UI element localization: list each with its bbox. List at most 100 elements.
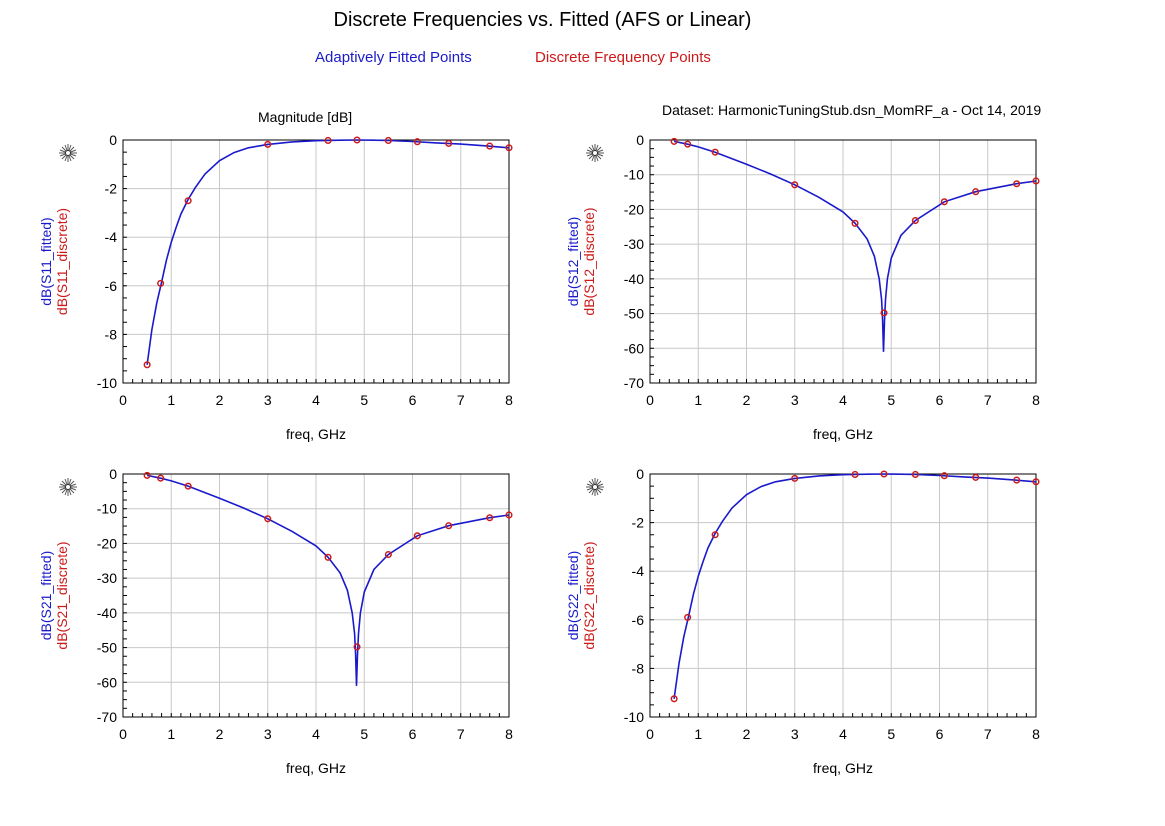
discrete-point-marker xyxy=(486,514,494,522)
y-tick-label: -2 xyxy=(632,515,645,531)
x-tick-label: 3 xyxy=(264,726,272,742)
x-tick-label: 2 xyxy=(743,392,751,408)
discrete-point-marker xyxy=(670,695,678,703)
discrete-point-marker xyxy=(184,197,192,205)
y-tick-label: 0 xyxy=(636,132,644,148)
y-tick-label: -10 xyxy=(624,709,644,725)
x-tick-label: 7 xyxy=(457,726,465,742)
x-tick-label: 1 xyxy=(694,392,702,408)
discrete-point-marker xyxy=(384,136,392,145)
y-axis-label-fitted: dB(S12_fitted) xyxy=(565,217,581,307)
discrete-point-marker xyxy=(670,137,678,145)
x-tick-label: 2 xyxy=(743,726,751,742)
discrete-point-marker xyxy=(353,643,361,651)
y-tick-label: -40 xyxy=(624,271,644,287)
x-tick-label: 3 xyxy=(791,726,799,742)
discrete-point-marker xyxy=(445,139,453,147)
y-tick-label: -60 xyxy=(97,674,117,690)
discrete-point-marker xyxy=(157,279,165,287)
x-axis-label: freq, GHz xyxy=(813,760,873,776)
compass-star-icon[interactable] xyxy=(586,478,604,496)
discrete-point-marker xyxy=(157,474,165,482)
y-tick-label: -20 xyxy=(97,535,117,551)
chart-title: Discrete Frequencies vs. Fitted (AFS or … xyxy=(333,9,752,31)
x-tick-label: 8 xyxy=(505,392,513,408)
x-tick-label: 5 xyxy=(360,392,368,408)
y-axis-label-discrete: dB(S11_discrete) xyxy=(54,208,70,315)
y-tick-label: -10 xyxy=(624,167,644,183)
legend-discrete: Discrete Frequency Points xyxy=(535,49,711,66)
compass-star-icon[interactable] xyxy=(59,144,77,162)
y-tick-label: -8 xyxy=(632,660,645,676)
y-tick-label: -20 xyxy=(624,201,644,217)
x-tick-label: 0 xyxy=(646,392,654,408)
y-axis-label-discrete: dB(S22_discrete) xyxy=(581,541,597,649)
x-tick-label: 8 xyxy=(1032,726,1040,742)
y-axis-label-fitted: dB(S22_fitted) xyxy=(565,551,581,641)
dataset-label: Dataset: HarmonicTuningStub.dsn_MomRF_a … xyxy=(662,102,1042,118)
x-tick-label: 1 xyxy=(167,392,175,408)
discrete-point-marker xyxy=(684,613,692,621)
y-tick-label: -2 xyxy=(105,181,118,197)
y-tick-label: -70 xyxy=(97,709,117,725)
y-tick-label: -60 xyxy=(624,340,644,356)
x-tick-label: 1 xyxy=(694,726,702,742)
y-tick-label: 0 xyxy=(109,466,117,482)
y-tick-label: -10 xyxy=(97,375,117,391)
x-tick-label: 7 xyxy=(984,392,992,408)
discrete-point-marker xyxy=(143,471,151,479)
fitted-series-line xyxy=(146,139,510,365)
fitted-series-line xyxy=(673,473,1037,699)
x-tick-label: 8 xyxy=(505,726,513,742)
discrete-point-marker xyxy=(972,188,980,196)
y-tick-label: -8 xyxy=(105,326,118,342)
y-tick-label: -50 xyxy=(97,640,117,656)
discrete-point-marker xyxy=(711,531,719,539)
plot-subtitle: Magnitude [dB] xyxy=(258,109,353,125)
legend-fitted: Adaptively Fitted Points xyxy=(315,49,472,66)
discrete-point-marker xyxy=(264,515,272,523)
y-tick-label: -6 xyxy=(105,278,118,294)
y-tick-label: -4 xyxy=(632,563,645,579)
discrete-point-marker xyxy=(413,138,421,146)
discrete-point-marker xyxy=(911,216,919,225)
y-axis-label-fitted: dB(S21_fitted) xyxy=(38,551,54,641)
x-tick-label: 2 xyxy=(216,726,224,742)
x-axis-label: freq, GHz xyxy=(813,426,873,442)
discrete-point-marker xyxy=(505,511,513,519)
x-axis-label: freq, GHz xyxy=(286,760,346,776)
x-tick-label: 7 xyxy=(984,726,992,742)
x-tick-label: 6 xyxy=(409,392,417,408)
discrete-point-marker xyxy=(324,136,332,145)
y-tick-label: -50 xyxy=(624,306,644,322)
discrete-point-marker xyxy=(880,309,888,317)
discrete-point-marker xyxy=(445,522,453,530)
y-tick-label: -10 xyxy=(97,501,117,517)
discrete-point-marker xyxy=(264,140,272,148)
y-axis-label-fitted: dB(S11_fitted) xyxy=(38,217,54,305)
discrete-point-marker xyxy=(940,198,948,206)
x-tick-label: 5 xyxy=(887,726,895,742)
x-tick-label: 7 xyxy=(457,392,465,408)
x-tick-label: 3 xyxy=(791,392,799,408)
discrete-point-marker xyxy=(486,142,494,150)
discrete-point-marker xyxy=(911,470,919,479)
discrete-point-marker xyxy=(1013,476,1021,484)
fitted-series-line xyxy=(146,474,510,686)
y-axis-label-discrete: dB(S21_discrete) xyxy=(54,541,70,649)
discrete-point-marker xyxy=(1032,177,1040,185)
y-tick-label: -30 xyxy=(97,570,117,586)
y-tick-label: 0 xyxy=(636,466,644,482)
y-tick-label: -6 xyxy=(632,612,645,628)
y-tick-label: -30 xyxy=(624,236,644,252)
discrete-point-marker xyxy=(353,136,361,144)
discrete-point-marker xyxy=(711,148,719,156)
discrete-point-marker xyxy=(324,553,332,561)
discrete-point-marker xyxy=(143,361,151,369)
discrete-point-marker xyxy=(851,470,859,479)
discrete-point-marker xyxy=(791,474,799,482)
compass-star-icon[interactable] xyxy=(586,144,604,162)
compass-star-icon[interactable] xyxy=(59,478,77,496)
discrete-point-marker xyxy=(880,470,888,478)
y-tick-label: -4 xyxy=(105,229,118,245)
